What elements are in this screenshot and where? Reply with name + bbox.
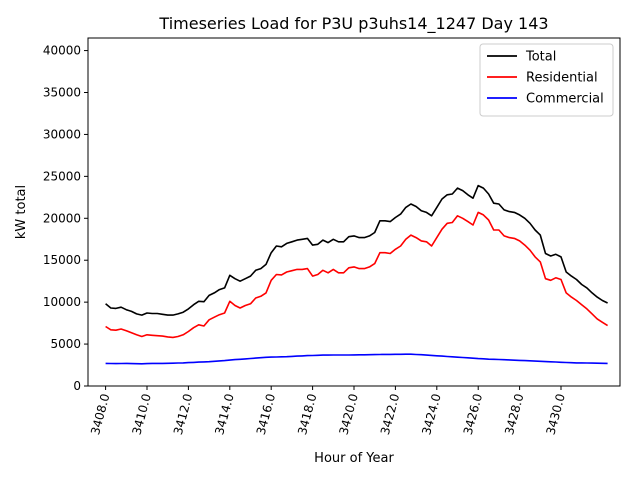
y-tick-label: 20000 (43, 211, 81, 225)
series-line-commercial (105, 353, 608, 365)
y-tick-label: 0 (73, 379, 81, 393)
legend-label-commercial: Commercial (526, 92, 604, 107)
legend: Total Residential Commercial (479, 43, 614, 117)
y-tick-label: 25000 (43, 169, 81, 183)
legend-label-residential: Residential (526, 71, 598, 86)
y-tick-label: 30000 (43, 127, 81, 141)
chart-title: Timeseries Load for P3U p3uhs14_1247 Day… (158, 14, 548, 34)
y-tick-label: 40000 (43, 44, 81, 58)
series-line-residential (105, 211, 609, 339)
series-line-total (105, 184, 608, 316)
y-tick-label: 10000 (43, 295, 81, 309)
x-axis-label: Hour of Year (314, 451, 394, 466)
y-axis-label: kW total (14, 185, 29, 239)
y-axis: 0 5000 10000 15000 20000 25000 30000 35000 40000 (43, 44, 88, 393)
legend-label-total: Total (525, 50, 556, 65)
series-layer (105, 184, 609, 365)
y-tick-label: 35000 (43, 86, 81, 100)
y-tick-label: 15000 (43, 253, 81, 267)
y-tick-label: 5000 (50, 337, 81, 351)
